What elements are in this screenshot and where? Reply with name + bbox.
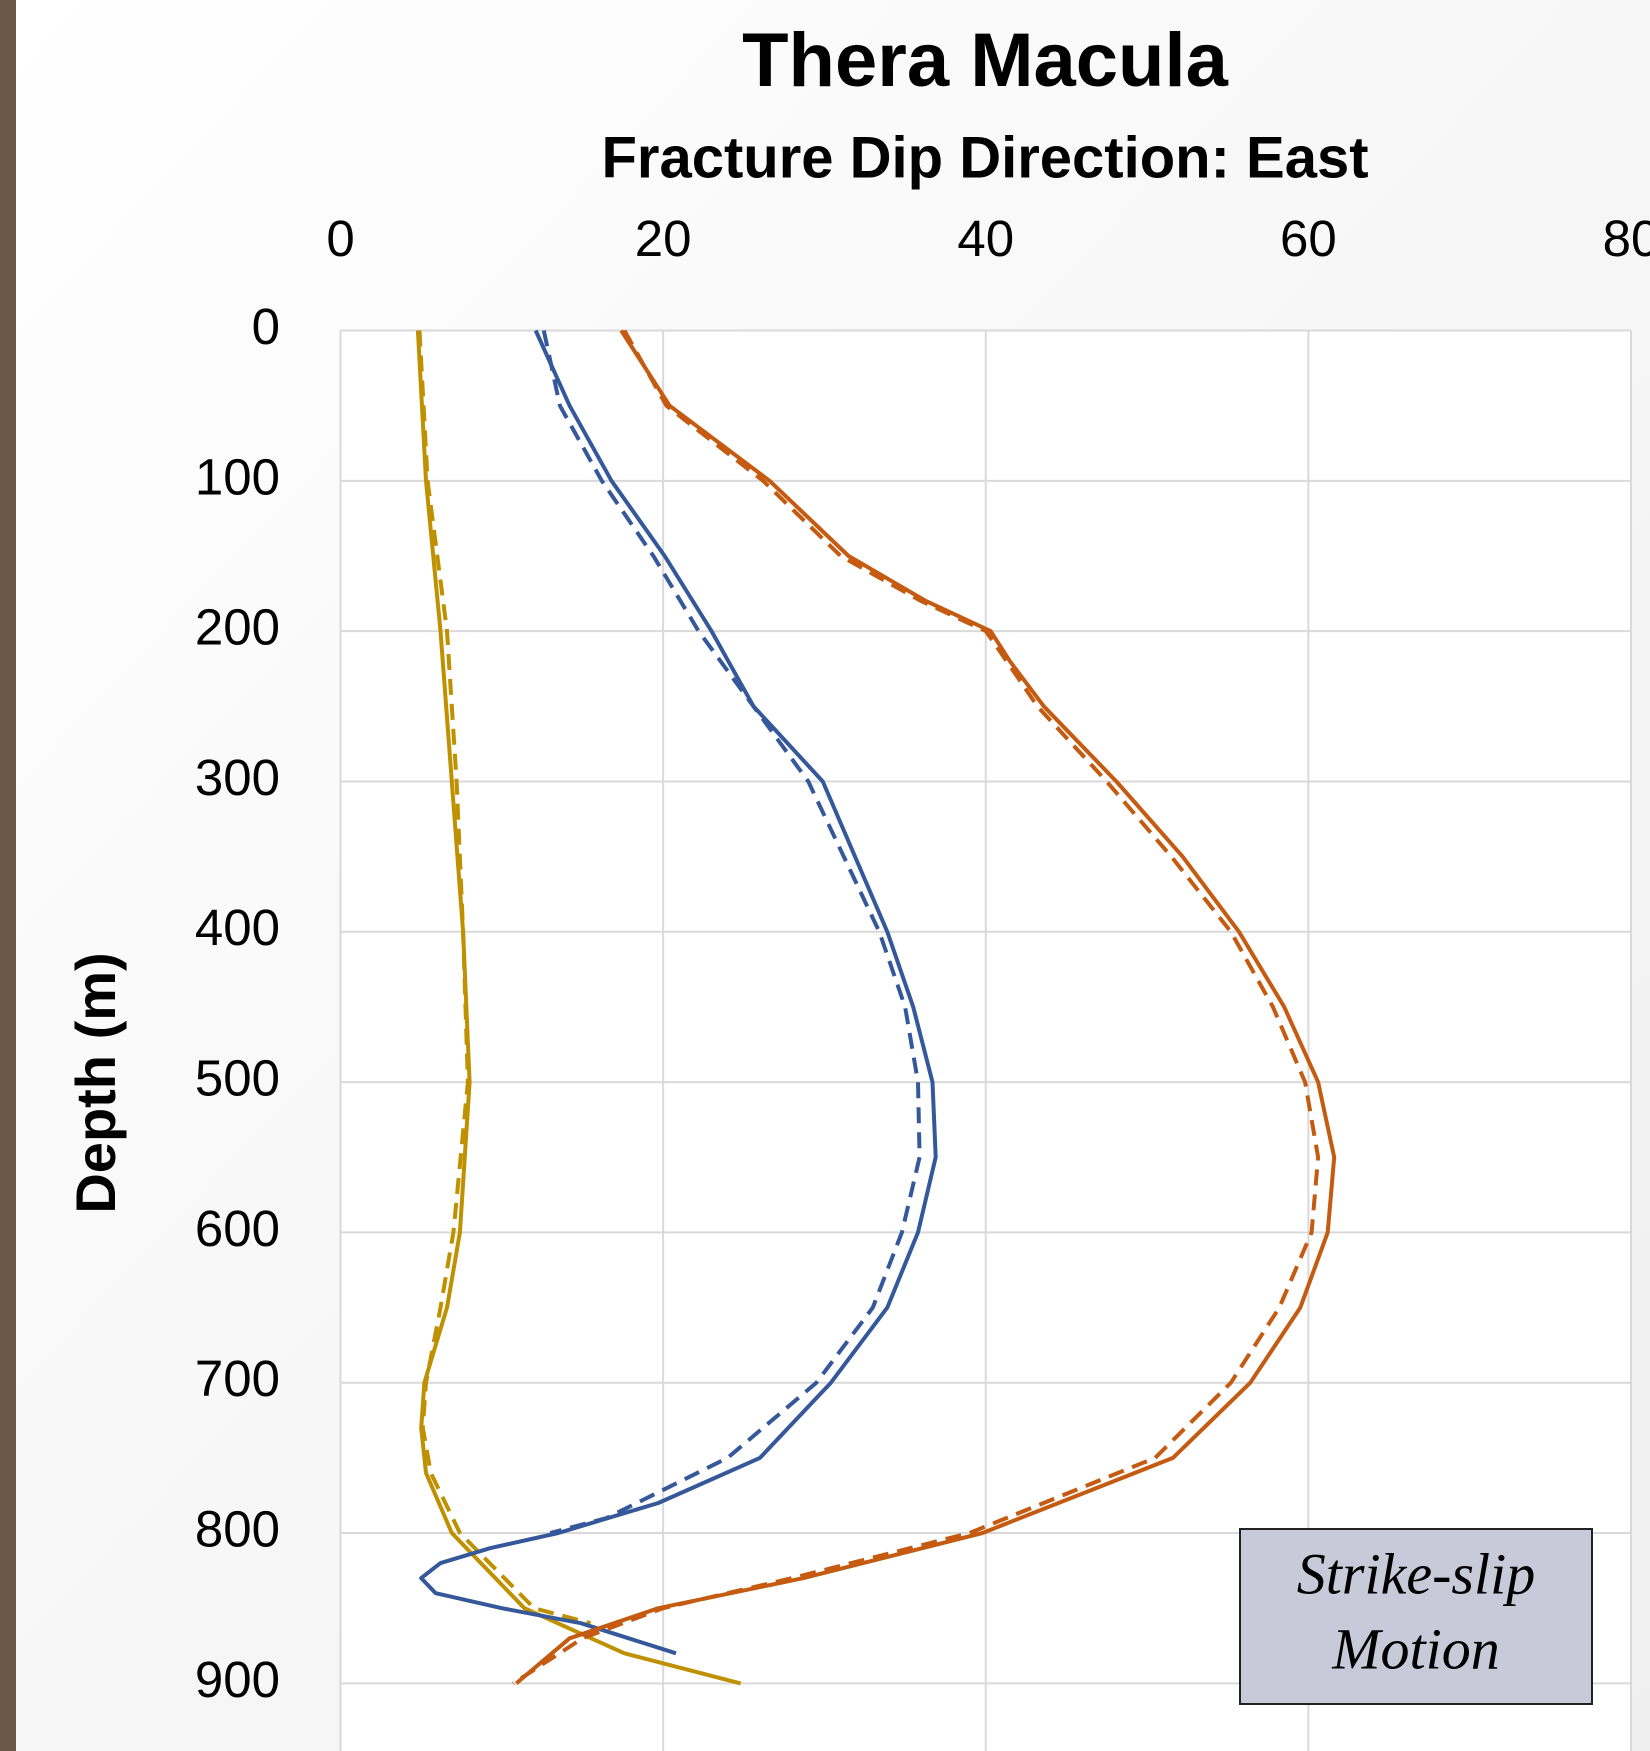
y-tick-label: 100	[195, 448, 280, 505]
chart-subtitle: Fracture Dip Direction: East	[601, 125, 1368, 190]
y-tick-label: 400	[195, 899, 280, 956]
x-tick-label: 60	[1280, 210, 1337, 267]
x-tick-label: 0	[326, 210, 354, 267]
left-border	[0, 0, 16, 1751]
x-tick-label: 40	[957, 210, 1014, 267]
y-tick-label: 500	[195, 1050, 280, 1107]
y-tick-label: 800	[195, 1501, 280, 1558]
y-tick-label: 200	[195, 599, 280, 656]
y-tick-label: 900	[195, 1651, 280, 1708]
y-tick-label: 300	[195, 749, 280, 806]
chart-title: Thera Macula	[742, 18, 1228, 103]
y-tick-label: 600	[195, 1200, 280, 1257]
y-axis-label: Depth (m)	[64, 952, 127, 1213]
x-tick-label: 80	[1603, 210, 1650, 267]
y-tick-label: 0	[252, 298, 280, 355]
annotation-text: Motion	[1331, 1616, 1500, 1681]
x-tick-label: 20	[635, 210, 692, 267]
annotation-text: Strike-slip	[1297, 1541, 1535, 1606]
y-tick-label: 700	[195, 1350, 280, 1407]
chart: Thera Macula Fracture Dip Direction: Eas…	[0, 0, 1650, 1751]
